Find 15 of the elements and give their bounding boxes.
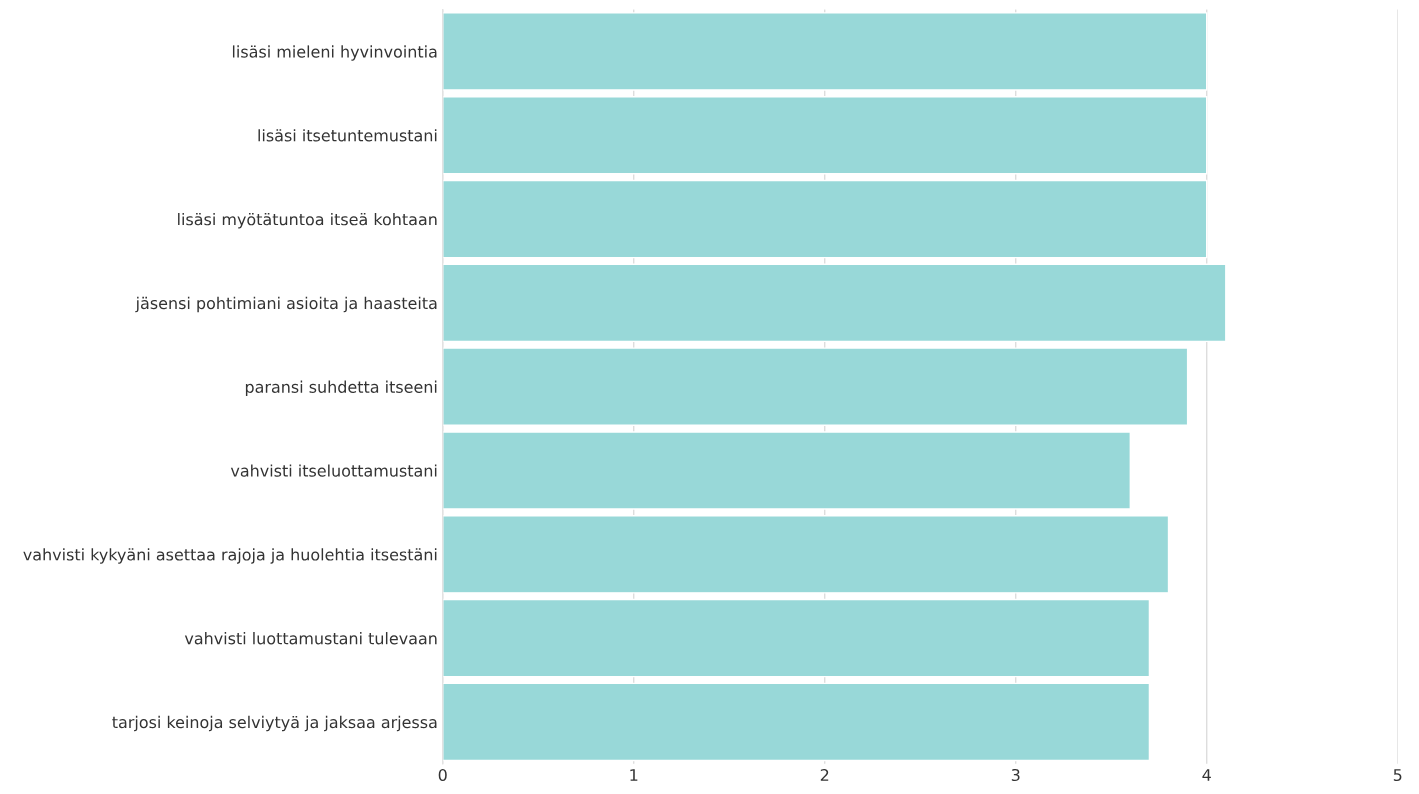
y-tick-label: paransi suhdetta itseeni [245, 380, 437, 397]
x-tick-label: 1 [630, 769, 638, 781]
y-tick-label: vahvisti itseluottamustani [230, 464, 437, 477]
x-tick-label: 4 [1202, 769, 1211, 781]
x-tick-label: 2 [820, 768, 829, 781]
y-tick-label: lisäsi myötätuntoa itseä kohtaan [178, 212, 437, 229]
x-tick-label: 3 [1011, 768, 1020, 782]
y-tick-label: jäsensi pohtimiani asioita ja haasteita [135, 296, 437, 313]
y-tick-label: lisäsi itsetuntemustani [258, 129, 437, 142]
x-tick-label: 5 [1393, 769, 1402, 782]
y-tick-label: vahvisti kykyäni asettaa rajoja ja huolehtia itsestäni [23, 548, 437, 564]
y-tick-label: vahvisti luottamustani tulevaan [184, 632, 437, 645]
y-tick-label: tarjosi keinoja selviytyä ja jaksaa arjessa [112, 715, 437, 732]
y-tick-label: lisäsi mieleni hyvinvointia [232, 45, 437, 61]
x-tick-label: 0 [438, 768, 447, 782]
